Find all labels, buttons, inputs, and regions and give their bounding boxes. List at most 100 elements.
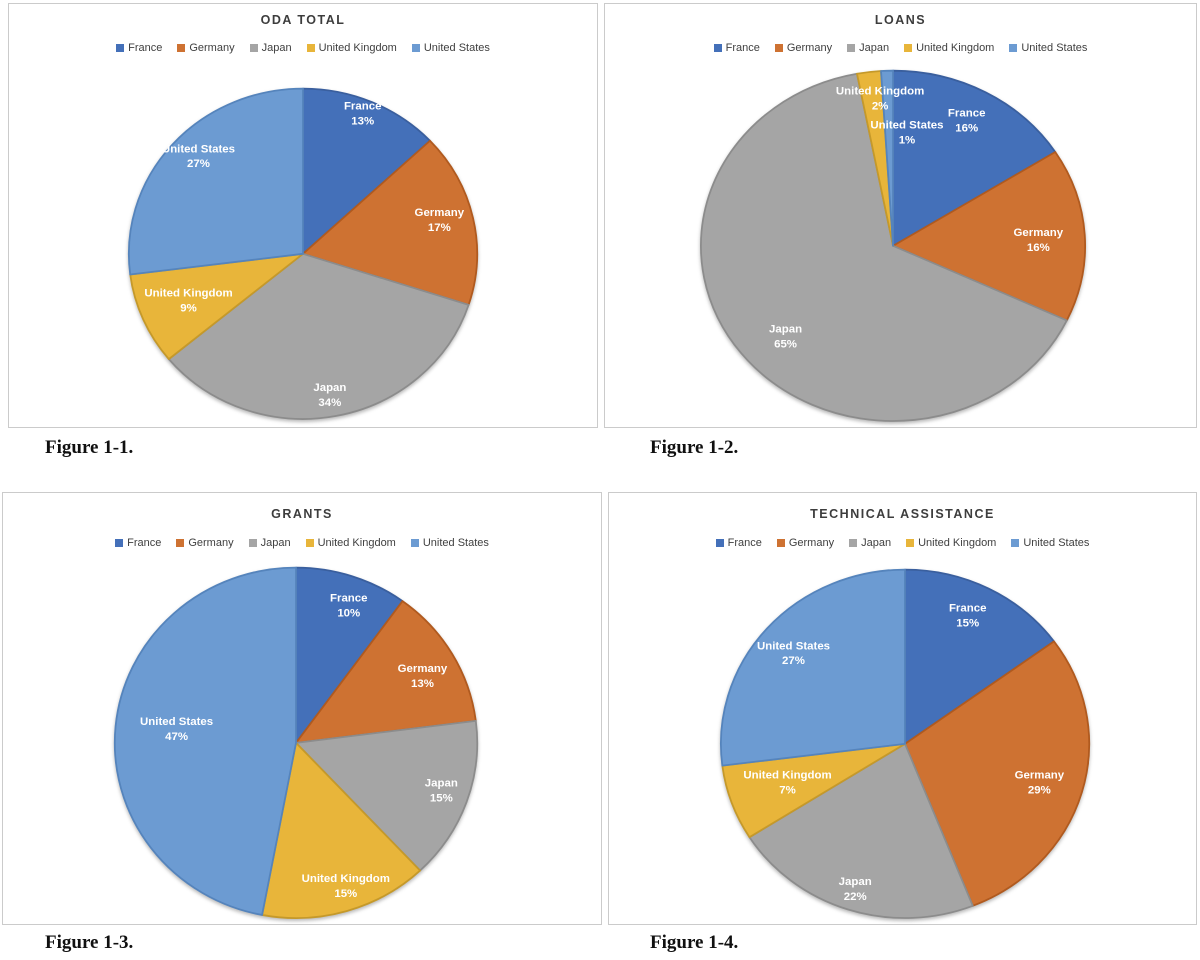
legend-item-germany: Germany	[774, 42, 833, 54]
legend-label: United States	[1023, 537, 1090, 549]
legend-swatch-japan	[847, 44, 856, 52]
pie-slice-japan	[700, 72, 1068, 422]
legend-label: Germany	[188, 537, 234, 549]
slice-label-united-kingdom: United Kingdom 7%	[743, 770, 831, 797]
chart-title: ODA TOTAL	[260, 13, 346, 27]
legend-item-united-states: United States	[411, 42, 490, 54]
legend-item-united-kingdom: United Kingdom	[306, 42, 397, 54]
chart-legend: France Germany Japan United Kingdom United S…	[3, 537, 601, 549]
legend-label: United States	[422, 537, 489, 549]
figure-panel-oda-total: ODA TOTAL France Germany Japan United Kingd…	[8, 3, 598, 428]
legend-label: United Kingdom	[916, 42, 995, 54]
slice-label-united-states: United States 27%	[757, 640, 830, 667]
legend-label: Germany	[788, 537, 835, 549]
legend-swatch-germany	[774, 44, 783, 52]
pie-slice-france	[904, 568, 1055, 745]
pie-chart: France 16% Germany 16% Japan 65% United Kingdo…	[700, 69, 1086, 422]
pie-slice-france	[892, 69, 1057, 247]
slice-label-united-states: United States 27%	[162, 143, 235, 170]
pie-slice-united-states	[113, 566, 297, 916]
pie-slice-united-kingdom	[261, 741, 421, 919]
slice-label-japan: Japan 22%	[839, 876, 872, 903]
legend-item-japan: Japan	[248, 537, 291, 549]
pie-slice-germany	[904, 640, 1091, 907]
legend-label: France	[725, 42, 760, 54]
legend-swatch-japan	[849, 539, 858, 547]
legend-item-united-kingdom: United Kingdom	[305, 537, 396, 549]
slice-label-germany: Germany 29%	[1015, 770, 1065, 797]
legend-item-france: France	[713, 42, 760, 54]
legend-item-united-states: United States	[1011, 537, 1089, 549]
legend-label: France	[128, 42, 163, 54]
legend-label: France	[127, 537, 162, 549]
slice-label-united-kingdom: United Kingdom 2%	[836, 86, 924, 113]
slice-label-united-states: United States 47%	[140, 716, 213, 743]
legend-label: United Kingdom	[318, 42, 397, 54]
pie-slice-united-states	[880, 69, 894, 247]
pie-slice-japan	[295, 719, 479, 872]
legend-item-france: France	[715, 537, 762, 549]
legend-item-united-kingdom: United Kingdom	[904, 42, 994, 54]
legend-label: Japan	[859, 42, 890, 54]
legend-swatch-germany	[177, 44, 186, 52]
pie-slice-japan	[167, 252, 470, 420]
chart-title: TECHNICAL ASSISTANCE	[810, 507, 995, 521]
figure-panel-grants: GRANTS France Germany Japan United Kingdom U…	[2, 492, 602, 925]
legend-swatch-united-kingdom	[906, 539, 915, 547]
pie-slice-united-kingdom	[129, 252, 304, 361]
slice-label-france: France 16%	[948, 107, 986, 134]
slice-label-japan: Japan 65%	[769, 323, 802, 350]
figure-panel-loans: LOANS France Germany Japan United Kingdom Un…	[604, 3, 1197, 428]
pie-slice-france	[295, 566, 404, 744]
legend-item-japan: Japan	[847, 42, 889, 54]
legend-swatch-france	[713, 44, 722, 52]
legend-swatch-japan	[248, 539, 257, 547]
legend-label: Japan	[261, 42, 292, 54]
legend-swatch-france	[116, 44, 125, 52]
slice-label-germany: Germany 17%	[415, 207, 465, 234]
legend-label: United States	[1021, 42, 1088, 54]
slice-label-united-kingdom: United Kingdom 15%	[302, 873, 390, 900]
legend-label: United Kingdom	[918, 537, 997, 549]
slice-label-united-kingdom: United Kingdom 9%	[144, 288, 232, 315]
legend-swatch-united-states	[411, 44, 420, 52]
slice-label-germany: Germany 13%	[398, 663, 448, 690]
legend-item-japan: Japan	[249, 42, 292, 54]
slice-label-france: France 10%	[330, 592, 368, 619]
slice-label-japan: Japan 15%	[425, 778, 458, 805]
figure-caption: Figure 1-3.	[45, 932, 134, 953]
pie-chart: France 15% Germany 29% Japan 22% United Kingdo…	[719, 568, 1091, 919]
legend-swatch-germany	[776, 539, 785, 547]
legend-item-united-states: United States	[410, 537, 489, 549]
legend-label: Germany	[786, 42, 833, 54]
pie-chart: France 13% Germany 17% Japan 34% United Kingdo…	[127, 87, 479, 420]
legend-swatch-japan	[249, 44, 258, 52]
pie-chart: France 10% Germany 13% Japan 15% United Kingdo…	[113, 566, 479, 919]
legend-item-united-kingdom: United Kingdom	[906, 537, 996, 549]
legend-label: Germany	[189, 42, 235, 54]
legend-swatch-united-states	[1011, 539, 1020, 547]
legend-swatch-france	[115, 539, 124, 547]
chart-title: GRANTS	[271, 507, 333, 521]
legend-item-germany: Germany	[176, 537, 234, 549]
slice-label-france: France 15%	[949, 602, 987, 629]
chart-title: LOANS	[874, 13, 927, 27]
chart-legend: France Germany Japan United Kingdom United S…	[9, 42, 597, 54]
legend-swatch-united-states	[410, 539, 419, 547]
legend-item-japan: Japan	[849, 537, 891, 549]
chart-legend: France Germany Japan United Kingdom United S…	[609, 537, 1196, 549]
legend-swatch-united-states	[1009, 44, 1018, 52]
legend-item-germany: Germany	[776, 537, 835, 549]
legend-label: Japan	[260, 537, 291, 549]
legend-swatch-united-kingdom	[306, 44, 315, 52]
legend-label: United States	[423, 42, 490, 54]
pie-slice-japan	[748, 742, 974, 919]
slice-label-japan: Japan 34%	[313, 382, 346, 409]
figure-caption: Figure 1-4.	[650, 932, 739, 953]
slice-label-united-states: United States 1%	[870, 119, 943, 146]
figure-caption: Figure 1-1.	[45, 437, 134, 458]
legend-label: France	[727, 537, 762, 549]
legend-label: United Kingdom	[317, 537, 396, 549]
legend-swatch-france	[715, 539, 724, 547]
legend-item-united-states: United States	[1009, 42, 1087, 54]
